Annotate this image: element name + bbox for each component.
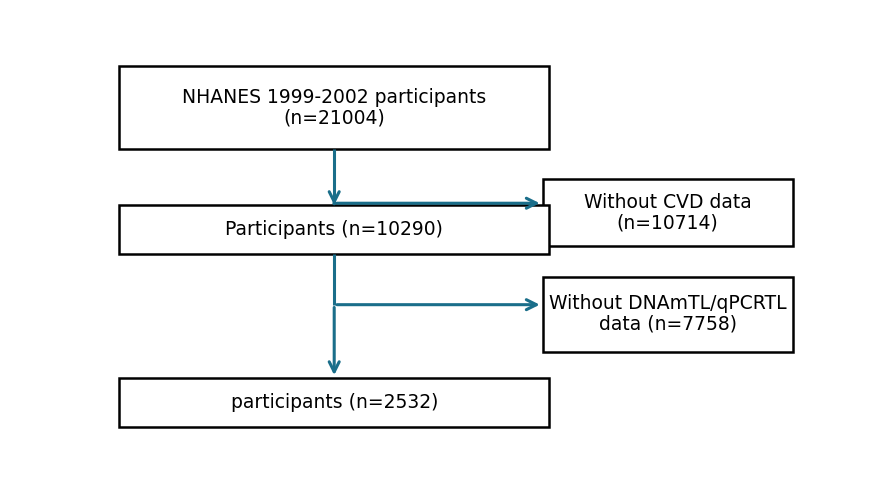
FancyBboxPatch shape — [543, 179, 793, 246]
Text: participants (n=2532): participants (n=2532) — [230, 393, 438, 412]
Text: Without CVD data: Without CVD data — [583, 193, 752, 212]
Text: Participants (n=10290): Participants (n=10290) — [225, 220, 444, 239]
Text: (n=21004): (n=21004) — [283, 108, 385, 127]
FancyBboxPatch shape — [119, 378, 549, 427]
FancyBboxPatch shape — [119, 205, 549, 254]
FancyBboxPatch shape — [119, 66, 549, 149]
Text: Without DNAmTL/qPCRTL: Without DNAmTL/qPCRTL — [548, 294, 787, 313]
Text: data (n=7758): data (n=7758) — [599, 315, 737, 334]
FancyBboxPatch shape — [543, 277, 793, 352]
Text: (n=10714): (n=10714) — [616, 213, 719, 232]
Text: NHANES 1999-2002 participants: NHANES 1999-2002 participants — [182, 87, 487, 106]
